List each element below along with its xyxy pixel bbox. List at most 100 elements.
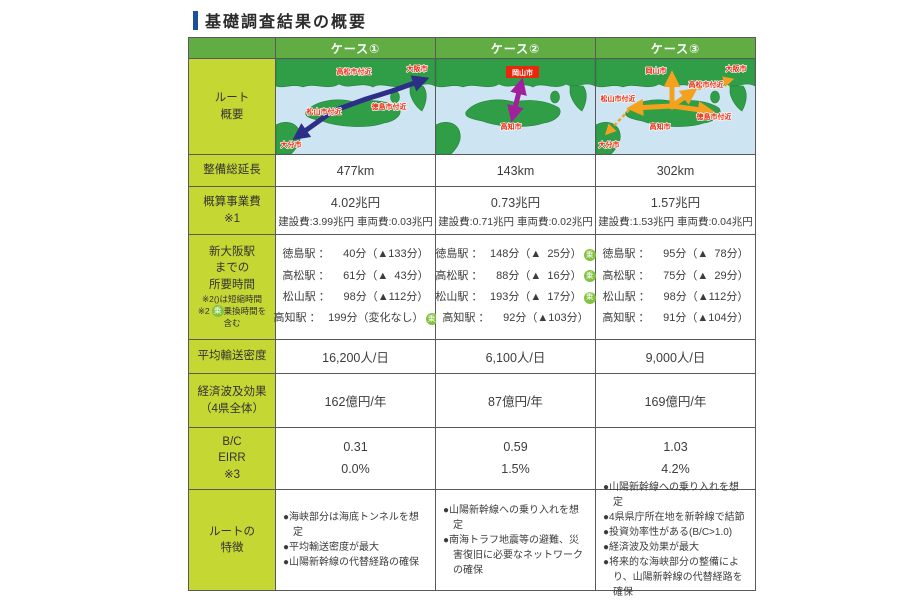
economic-case3: 169億円/年 [596,374,756,428]
features-case1: ●海峡部分は海底トンネルを想定 ●平均輸送密度が最大 ●山陽新幹線の代替経路の確… [276,490,436,591]
map-case3-svg: 岡山市 大阪市 高松市付近 松山市付近 徳島市付近 高知市 大分市 [596,59,755,154]
feature-item: ●平均輸送密度が最大 [283,542,380,553]
header-case1: ケース① [276,38,436,59]
length-case1: 477km [276,155,436,187]
bc-case3: 1.03 4.2% [596,428,756,490]
header-case2: ケース② [436,38,596,59]
bc-case2: 0.59 1.5% [436,428,596,490]
transfer-badge-icon: 乗 [583,248,596,261]
map-label-tokushima: 徳島市付近 [696,112,732,121]
map-label-oita: 大分市 [599,140,620,149]
map-label-matsuyama: 松山市付近 [601,94,636,103]
row-label-density: 平均輸送密度 [189,340,276,374]
row-label-features: ルートの 特徴 [189,490,276,591]
bc-eirr-row: B/C EIRR ※3 0.31 0.0% 0.59 1.5% 1.03 4.2… [189,428,756,490]
route-arrow-oita-dashed [604,109,630,136]
cost-case2: 0.73兆円 建設費:0.71兆円 車両費:0.02兆円 [436,187,596,235]
bc-value: 0.31 [343,440,368,455]
eirr-value: 0.0% [341,461,370,476]
route-junction [668,102,676,110]
economic-effect-row: 経済波及効果 （4県全体） 162億円/年 87億円/年 169億円/年 [189,374,756,428]
time-row-matsuyama: 松山駅： 98分 （▲112分） [602,291,749,303]
map-label-takamatsu: 高松市付近 [689,80,724,89]
time-row-kochi: 高知駅： 92分 （▲103分） [442,312,589,325]
feature-item: ●山陽新幹線の代替経路の確保 [283,557,420,568]
map-case1-svg: 高松市付近 大阪市 松山市付近 徳島市付近 大分市 [276,59,435,154]
transfer-badge-icon: 乗 [211,305,224,318]
header-case3: ケース③ [596,38,756,59]
route-arrow-tokushima [671,101,715,119]
density-case3: 9,000人/日 [596,340,756,374]
row-label-bc-eirr: B/C EIRR ※3 [189,428,276,490]
feature-list: ●海峡部分は海底トンネルを想定 ●平均輸送密度が最大 ●山陽新幹線の代替経路の確… [283,510,428,570]
time-row-matsuyama: 松山駅： 193分 （▲ 17分）乗 [435,287,596,308]
features-case2: ●山陽新幹線への乗り入れを想定 ●南海トラフ地震等の避難、災害復旧に必要なネット… [436,490,596,591]
kii-peninsula [729,85,747,112]
total-length-row: 整備総延長 477km 143km 302km [189,155,756,187]
route-map-case2: 岡山市 高知市 [436,59,596,155]
map-label-matsuyama: 松山市付近 [307,107,342,116]
page-title-text: 基礎調査結果の概要 [205,14,368,31]
map-label-kochi: 高知市 [650,122,671,131]
map-label-okayama: 岡山市 [512,68,533,77]
awaji-island [710,90,720,104]
map-label-osaka: 大阪市 [726,64,747,73]
economic-case1: 162億円/年 [276,374,436,428]
feature-item: ●山陽新幹線への乗り入れを想定 [443,504,580,531]
time-row-kochi: 高知駅： 91分 （▲104分） [602,312,749,325]
bc-value: 0.59 [503,440,528,455]
route-features-row: ルートの 特徴 ●海峡部分は海底トンネルを想定 ●平均輸送密度が最大 ●山陽新幹… [189,482,756,598]
feature-item: ●南海トラフ地震等の避難、災害復旧に必要なネットワークの確保 [443,534,583,576]
length-case3: 302km [596,155,756,187]
cost-detail: 建設費:3.99兆円 車両費:0.03兆円 [278,216,433,228]
title-accent-bar [193,10,198,30]
cost-main: 0.73兆円 [490,196,541,210]
row-label-travel-time: 新大阪駅 までの 所要時間 ※2()は短縮時間 ※2 乗 乗換時間を 含む [189,235,276,340]
map-label-osaka: 大阪市 [407,64,428,73]
transfer-badge-icon: 乗 [583,270,596,283]
row-label-length: 整備総延長 [189,155,276,187]
eirr-value: 1.5% [501,461,530,476]
feature-item: ●投資効率性がある(B/C>1.0) [603,527,733,538]
bc-case1: 0.31 0.0% [276,428,436,490]
okayama-label-box [506,66,539,78]
feature-item: ●4県県庁所在地を新幹線で結節 [603,512,745,523]
features-case3: ●山陽新幹線への乗り入れを想定 ●4県県庁所在地を新幹線で結節 ●投資効率性があ… [596,482,756,598]
bc-value: 1.03 [663,440,688,455]
time-row-tokushima: 徳島駅： 95分 （▲ 78分） [602,248,749,261]
kyushu-landmass [436,121,461,154]
honshu-landmass [596,59,755,88]
row-label-route: ルート 概要 [189,59,276,155]
comparison-table: ケース① ケース② ケース③ ルート 概要 [188,37,756,598]
cost-case1: 4.02兆円 建設費:3.99兆円 車両費:0.03兆円 [276,187,436,235]
density-case2: 6,100人/日 [436,340,596,374]
feature-list: ●山陽新幹線への乗り入れを想定 ●4県県庁所在地を新幹線で結節 ●投資効率性があ… [603,480,748,600]
economic-case2: 87億円/年 [436,374,596,428]
transport-density-row: 平均輸送密度 16,200人/日 6,100人/日 9,000人/日 [189,340,756,374]
header-row: ケース① ケース② ケース③ [189,38,756,59]
cost-main: 4.02兆円 [330,196,381,210]
time-row-tokushima: 徳島駅： 148分 （▲ 25分）乗 [435,244,596,265]
transfer-badge-icon: 乗 [425,313,438,326]
awaji-island [550,90,560,104]
time-row-matsuyama: 松山駅： 98分 （▲112分） [282,291,429,303]
kii-peninsula [569,85,587,112]
time-note-1: ※2()は短縮時間 [201,293,262,304]
feature-item: ●山陽新幹線への乗り入れを想定 [603,482,740,508]
row-label-cost: 概算事業費 ※1 [189,187,276,235]
feature-item: ●経済波及効果が最大 [603,542,700,553]
cost-main: 1.57兆円 [650,196,701,210]
feature-item: ●海峡部分は海底トンネルを想定 [283,512,419,538]
route-arrow-case2 [507,77,527,123]
travel-time-row: 新大阪駅 までの 所要時間 ※2()は短縮時間 ※2 乗 乗換時間を 含む 徳島… [189,235,756,340]
length-case2: 143km [436,155,596,187]
time-note-2: ※2 乗 乗換時間を [197,305,267,318]
times-case2: 徳島駅： 148分 （▲ 25分）乗 高松駅： 88分 （▲ 16分）乗 松山駅： 193… [435,235,596,340]
page-title: 基礎調査結果の概要 [193,8,367,32]
time-row-takamatsu: 高松駅： 88分 （▲ 16分）乗 [435,266,596,287]
transfer-badge-icon: 乗 [583,291,596,304]
route-map-case3: 岡山市 大阪市 高松市付近 松山市付近 徳島市付近 高知市 大分市 [596,59,756,155]
time-note-3: 含む [223,318,241,329]
map-label-okayama: 岡山市 [646,66,667,75]
map-label-oita: 大分市 [281,140,302,149]
